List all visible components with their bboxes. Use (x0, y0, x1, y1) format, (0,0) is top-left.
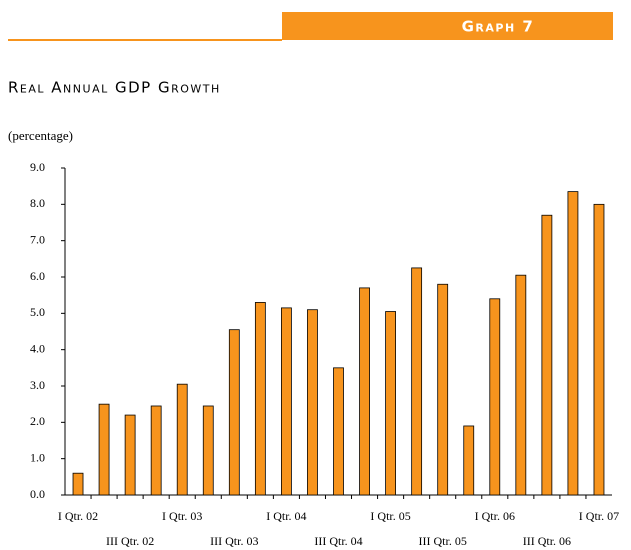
y-tick-label: 8.0 (30, 196, 45, 210)
y-tick-label: 2.0 (30, 414, 45, 428)
x-tick-label: I Qtr. 07 (579, 509, 619, 523)
x-tick-label: III Qtr. 04 (314, 534, 362, 548)
bar (593, 203, 605, 496)
y-tick-label: 3.0 (30, 378, 45, 392)
bar (437, 283, 449, 496)
y-tick-label: 6.0 (30, 269, 45, 283)
bar (333, 367, 344, 496)
bar (124, 414, 136, 496)
y-axis-label: (percentage) (8, 128, 73, 143)
bar (72, 472, 84, 496)
bar (411, 267, 423, 496)
x-tick-label: III Qtr. 02 (106, 534, 154, 548)
x-tick-label: I Qtr. 04 (266, 509, 306, 523)
y-tick-label: 4.0 (30, 341, 45, 355)
bar (541, 214, 553, 496)
bar (489, 298, 501, 496)
bar (98, 403, 110, 496)
chart-title: Real Annual GDP Growth (8, 79, 221, 97)
x-tick-label: III Qtr. 03 (210, 534, 258, 548)
bar (515, 274, 527, 496)
bar (254, 302, 266, 496)
bar (359, 287, 370, 496)
y-tick-label: 0.0 (30, 487, 45, 501)
x-tick-label: III Qtr. 06 (523, 534, 571, 548)
bar (150, 405, 162, 496)
bar (228, 329, 240, 496)
bar (385, 311, 396, 496)
graph-label: Graph 7 (462, 18, 535, 36)
x-tick-label: I Qtr. 06 (475, 509, 515, 523)
bar (281, 307, 292, 496)
x-tick-label: I Qtr. 03 (162, 509, 202, 523)
bar (307, 309, 318, 496)
y-tick-label: 9.0 (30, 160, 45, 174)
bar (567, 191, 579, 496)
y-tick-label: 7.0 (30, 232, 45, 246)
y-tick-label: 5.0 (30, 305, 45, 319)
bar (176, 383, 188, 496)
header-band (282, 12, 613, 40)
bar (202, 405, 214, 496)
x-tick-label: III Qtr. 05 (419, 534, 467, 548)
y-tick-label: 1.0 (30, 450, 45, 464)
x-tick-label: I Qtr. 05 (370, 509, 410, 523)
bar (463, 425, 475, 496)
x-tick-label: I Qtr. 02 (58, 509, 98, 523)
